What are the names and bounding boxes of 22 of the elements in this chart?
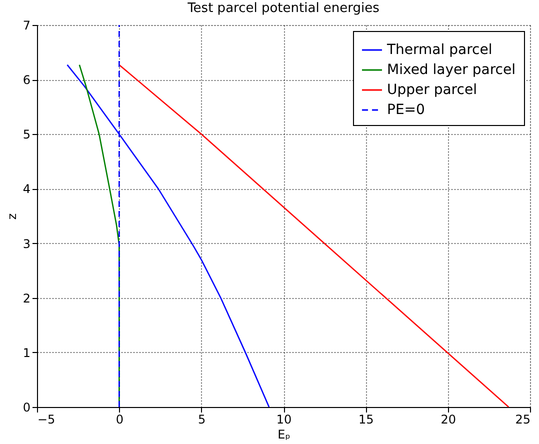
x-tick-label: −5 xyxy=(38,412,56,426)
x-tick-label: 20 xyxy=(440,412,456,426)
x-tick-label: 15 xyxy=(358,412,374,426)
legend-label: Mixed layer parcel xyxy=(387,62,516,78)
y-tick-label: 5 xyxy=(22,128,30,142)
chart-title: Test parcel potential energies xyxy=(186,1,380,16)
x-tick-label: 10 xyxy=(276,412,292,426)
y-tick-label: 2 xyxy=(22,291,30,306)
y-tick-label: 3 xyxy=(22,236,30,251)
x-tick-label: 25 xyxy=(515,412,530,426)
legend-label: Thermal parcel xyxy=(386,42,492,58)
x-tick-label: 5 xyxy=(198,412,206,426)
y-tick-label: 7 xyxy=(22,18,30,32)
y-axis-title: z xyxy=(4,213,19,220)
x-axis-title: Eₚ xyxy=(278,428,290,442)
legend-label: PE=0 xyxy=(387,102,425,118)
legend-label: Upper parcel xyxy=(387,82,477,98)
x-tick-label: 0 xyxy=(116,412,124,426)
y-tick-label: 6 xyxy=(22,73,30,88)
y-tick-label: 4 xyxy=(22,182,30,196)
y-tick-label: 0 xyxy=(22,400,30,414)
y-tick-label: 1 xyxy=(22,346,30,360)
